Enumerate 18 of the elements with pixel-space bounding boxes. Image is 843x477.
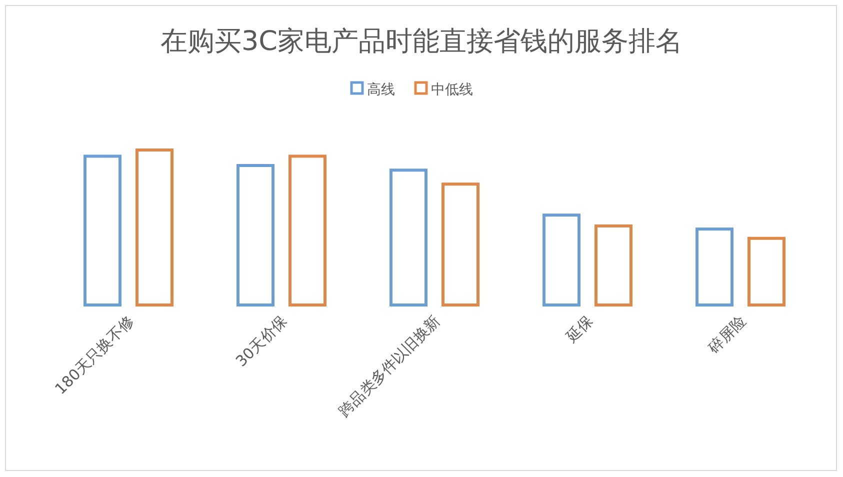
legend-label: 中低线 <box>431 82 473 98</box>
x-tick-label: 跨品类多件以旧换新 <box>335 312 444 420</box>
x-tick-label: 延保 <box>562 312 596 347</box>
bar <box>542 214 580 306</box>
chart-title: 在购买3C家电产品时能直接省钱的服务排名 <box>160 26 683 57</box>
bar <box>442 182 480 306</box>
legend-label: 高线 <box>367 82 395 98</box>
bar <box>288 154 326 306</box>
x-tick-label: 30天价保 <box>232 312 290 370</box>
bar <box>236 164 274 306</box>
bar <box>136 148 174 306</box>
bar <box>748 236 786 306</box>
x-tick-label: 碎屏险 <box>704 312 750 358</box>
bar <box>84 154 122 306</box>
bar <box>594 224 632 306</box>
bar <box>390 168 428 306</box>
x-tick-label: 180天只换不修 <box>51 312 138 398</box>
bar <box>696 228 734 306</box>
